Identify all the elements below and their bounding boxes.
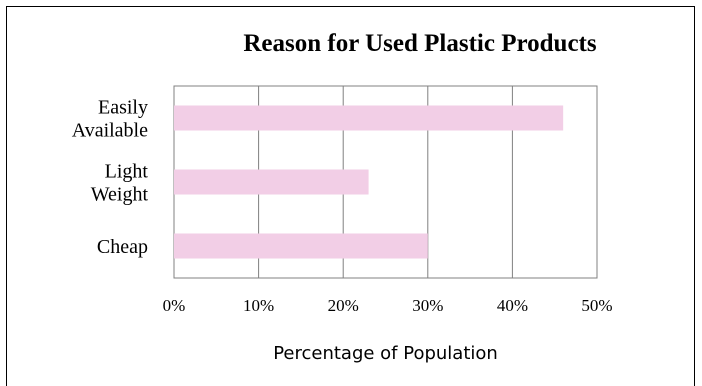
bars — [174, 105, 564, 259]
x-tick-label: 50% — [581, 296, 612, 315]
category-label: Light Weight — [91, 161, 149, 206]
x-axis-label: Percentage of Population — [273, 343, 498, 364]
category-label: Cheap — [97, 236, 148, 258]
x-tick-label: 40% — [497, 296, 528, 315]
x-tick-label: 10% — [243, 296, 274, 315]
x-tick-label: 20% — [328, 296, 359, 315]
x-tick-label: 0% — [163, 296, 186, 315]
chart-frame — [6, 6, 695, 386]
bar — [174, 105, 564, 131]
tick-labels: 0% 10% 20% 30% 40% 50% — [163, 296, 613, 315]
category-label: Easily Available — [72, 97, 148, 142]
bar — [174, 169, 369, 195]
category-labels: Easily Available Light Weight Cheap — [72, 97, 149, 259]
x-tick-label: 30% — [412, 296, 443, 315]
bar — [174, 233, 428, 259]
chart-title: Reason for Used Plastic Products — [243, 30, 597, 57]
